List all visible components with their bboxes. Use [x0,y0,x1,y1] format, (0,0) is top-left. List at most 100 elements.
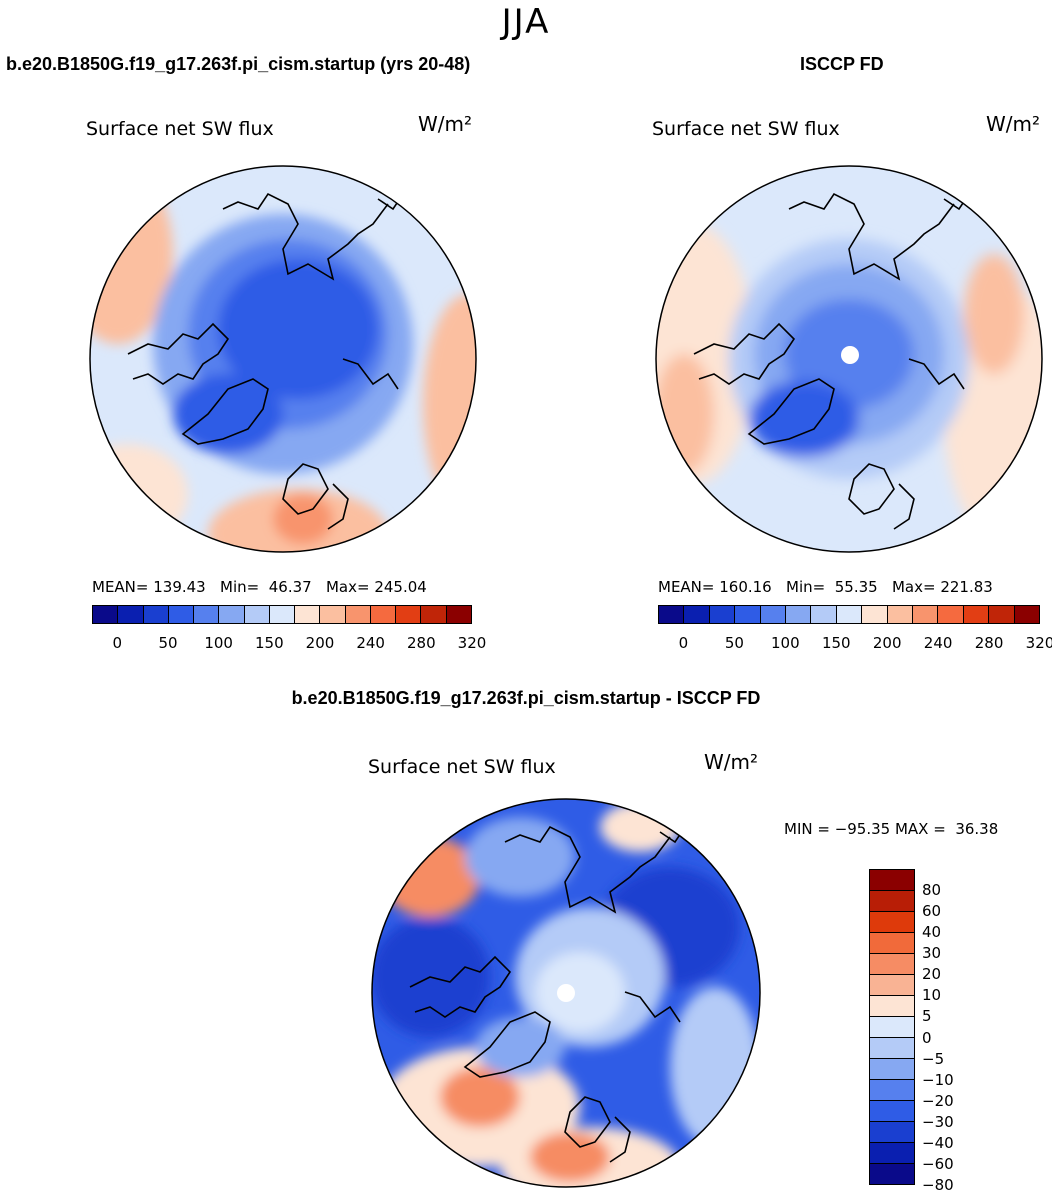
coastlines [409,825,686,1163]
colorbar-level-label: 20 [922,965,942,984]
colorbar-level-label: 5 [922,1007,932,1026]
colorbar-level-label: −5 [922,1049,945,1068]
colorbar-box [963,606,990,623]
colorbar-box [862,606,888,623]
colorbar-box [870,870,914,891]
colorbar-box [345,606,371,623]
diff-units: W/m² [704,750,759,774]
colorbar-box [1014,606,1040,623]
colorbar-box [870,1164,914,1184]
colorbar-level-label: −30 [922,1112,954,1131]
colorbar-tick-label: 100 [204,634,233,652]
obs-colorbar-ticks: 0 50 100 150 200 240 280 320 [658,634,1052,654]
model-polar-map [89,165,477,553]
obs-subtitle: Surface net SW flux [652,118,840,140]
colorbar-tick-label: 50 [724,634,744,652]
colorbar-box [870,1143,914,1164]
colorbar-level-label: −10 [922,1070,954,1089]
diff-case-title: b.e20.B1850G.f19_g17.263f.pi_cism.startu… [291,688,761,708]
obs-units: W/m² [986,112,1041,136]
colorbar-box [244,606,270,623]
model-stats: MEAN= 139.43 Min= 46.37 Max= 245.04 [92,578,427,596]
model-colorbar-ticks: 0 50 100 150 200 240 280 320 [92,634,487,654]
colorbar-level-label: 40 [922,923,942,942]
colorbar-level-label: 0 [922,1028,932,1047]
diff-polar-map [371,798,761,1188]
obs-stats: MEAN= 160.16 Min= 55.35 Max= 221.83 [658,578,993,596]
colorbar-box [811,606,837,623]
diff-colorbar [869,869,915,1185]
obs-polar-map [655,165,1043,553]
colorbar-box [938,606,964,623]
colorbar-box [684,606,710,623]
colorbar-level-label: 10 [922,986,942,1005]
colorbar-box [168,606,195,623]
colorbar-tick-label: 280 [974,634,1004,652]
colorbar-box [709,606,736,623]
colorbar-tick-label: 50 [158,634,178,652]
diff-stats: MIN = −95.35 MAX = 36.38 [784,820,999,838]
diff-colorbar-labels: 80 60 40 30 20 10 5 0 −5 −10 −20 −30 −40 −60 −80 [922,869,982,1194]
colorbar-box [870,1017,914,1038]
map-boundary [89,165,477,553]
colorbar-tick-label: 240 [923,634,953,652]
colorbar-box [870,996,914,1017]
colorbar-box [735,606,761,623]
colorbar-box [143,606,169,623]
colorbar-level-label: −80 [922,1176,954,1194]
colorbar-box [870,975,914,996]
colorbar-box [659,606,685,623]
colorbar-tick-label: 320 [1025,634,1052,652]
colorbar-box [396,606,422,623]
colorbar-box [446,606,471,623]
colorbar-tick-label: 200 [872,634,902,652]
colorbar-box [870,1059,914,1080]
colorbar-box [887,606,914,623]
colorbar-box [870,891,914,912]
model-subtitle: Surface net SW flux [86,118,274,140]
colorbar-box [870,1038,914,1059]
map-boundary [655,165,1043,553]
colorbar-box [118,606,144,623]
colorbar-box [913,606,939,623]
colorbar-box [760,606,787,623]
colorbar-box [421,606,447,623]
pole-missing-data [841,346,859,364]
colorbar-level-label: 60 [922,902,942,921]
colorbar-level-label: −40 [922,1133,954,1152]
coastlines [693,192,970,530]
colorbar-level-label: −60 [922,1154,954,1173]
model-colorbar [92,605,472,624]
colorbar-box [870,954,914,975]
colorbar-box [870,933,914,954]
colorbar-box [836,606,863,623]
colorbar-box [870,912,914,933]
colorbar-level-label: −20 [922,1091,954,1110]
colorbar-tick-label: 100 [771,634,800,652]
colorbar-box [786,606,812,623]
colorbar-tick-label: 0 [678,634,689,652]
colorbar-tick-label: 280 [407,634,436,652]
colorbar-box [194,606,220,623]
colorbar-box [295,606,321,623]
colorbar-box [320,606,346,623]
map-boundary [371,798,761,1188]
colorbar-box [870,1101,914,1122]
colorbar-tick-label: 200 [305,634,335,652]
obs-colorbar [658,605,1040,624]
season-title: JJA [501,2,551,42]
pole-missing-data [557,984,575,1002]
colorbar-tick-label: 240 [356,634,385,652]
colorbar-level-label: 30 [922,944,942,963]
model-units: W/m² [418,112,473,136]
colorbar-box [93,606,119,623]
colorbar-box [870,1080,914,1101]
colorbar-box [870,1122,914,1143]
colorbar-box [269,606,296,623]
diff-subtitle: Surface net SW flux [368,756,556,778]
colorbar-tick-label: 150 [255,634,284,652]
colorbar-box [219,606,245,623]
colorbar-level-label: 80 [922,881,942,900]
colorbar-box [989,606,1015,623]
model-case-title: b.e20.B1850G.f19_g17.263f.pi_cism.startu… [6,54,471,74]
